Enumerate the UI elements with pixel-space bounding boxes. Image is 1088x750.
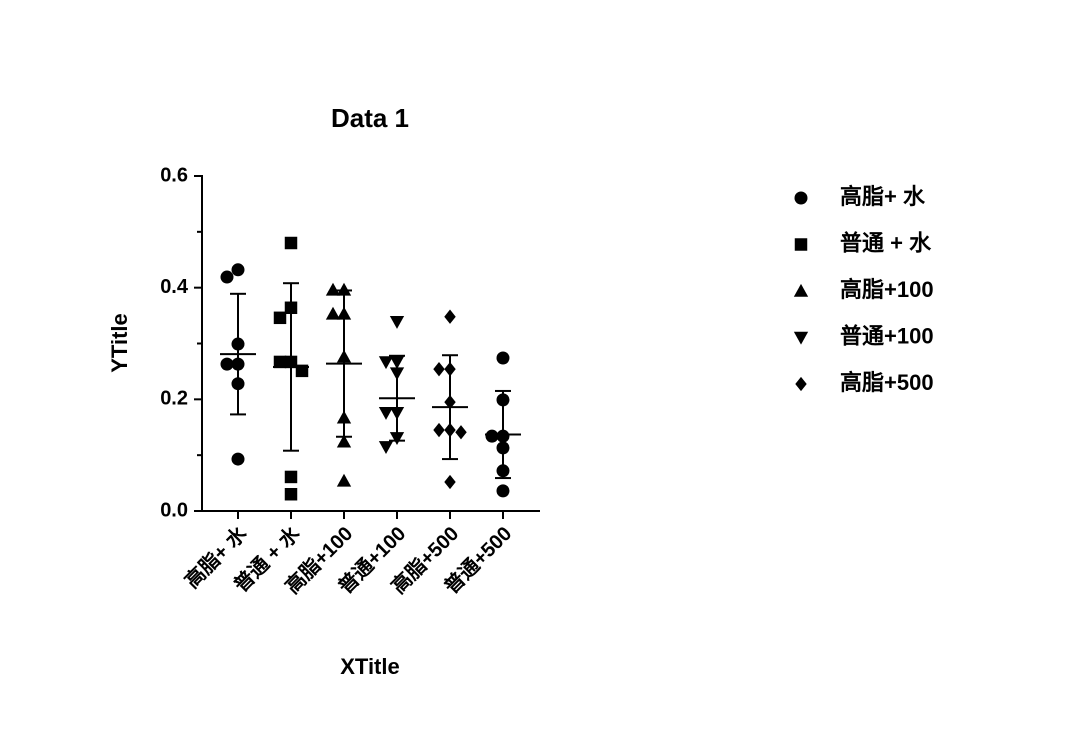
- data-point: [325, 282, 341, 296]
- legend-label: 高脂+100: [840, 277, 934, 302]
- chart-title: Data 1: [331, 103, 409, 133]
- data-point: [378, 441, 394, 454]
- legend-marker: [794, 238, 808, 251]
- data-point: [325, 306, 341, 320]
- data-point: [336, 473, 352, 487]
- data-point: [220, 270, 234, 284]
- data-point: [336, 434, 352, 448]
- data-point: [455, 425, 467, 440]
- legend-label: 普通 + 水: [840, 230, 932, 255]
- data-point: [378, 356, 394, 370]
- y-tick-label: 0.2: [160, 388, 188, 410]
- data-point: [220, 357, 234, 371]
- data-point: [389, 316, 405, 329]
- data-point: [496, 351, 510, 365]
- legend-marker: [793, 331, 809, 345]
- data-point: [231, 452, 245, 466]
- y-tick-label: 0.4: [160, 276, 189, 298]
- data-point: [433, 362, 445, 377]
- data-point: [444, 309, 456, 324]
- data-point: [231, 263, 245, 277]
- data-point: [273, 311, 287, 325]
- data-point: [485, 429, 499, 443]
- legend-label: 高脂+ 水: [840, 184, 926, 209]
- data-point: [284, 470, 298, 484]
- data-point: [496, 484, 510, 498]
- x-axis-title: XTitle: [340, 654, 400, 679]
- legend-label: 高脂+500: [840, 370, 934, 395]
- data-point: [433, 422, 445, 438]
- legend-marker: [794, 191, 808, 205]
- data-point: [284, 488, 298, 501]
- legend-marker: [793, 283, 809, 297]
- legend-label: 普通+100: [840, 323, 934, 348]
- data-point: [284, 236, 298, 250]
- data-point: [273, 355, 287, 369]
- legend-marker: [795, 376, 807, 392]
- y-axis-title: YTitle: [107, 313, 132, 373]
- data-point: [336, 282, 352, 296]
- data-point: [378, 407, 394, 420]
- y-tick-label: 0.0: [160, 499, 188, 521]
- y-tick-label: 0.6: [160, 164, 188, 186]
- data-point: [444, 474, 456, 490]
